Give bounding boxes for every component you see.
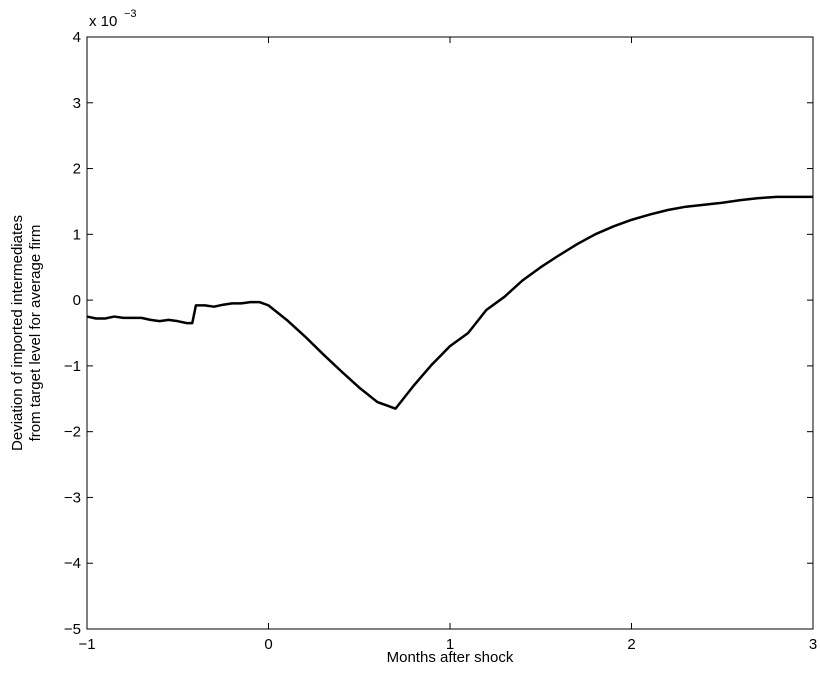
y-tick-label: −5 bbox=[64, 621, 81, 638]
y-axis-label-line: from target level for average firm bbox=[27, 225, 44, 442]
x-tick-label: −1 bbox=[78, 636, 95, 653]
y-tick-label: −4 bbox=[64, 555, 81, 572]
y-tick-label: 4 bbox=[73, 29, 81, 46]
x-tick-label: 2 bbox=[627, 636, 635, 653]
x-tick-label: 0 bbox=[264, 636, 272, 653]
x-axis-label: Months after shock bbox=[387, 649, 514, 666]
y-tick-label: −1 bbox=[64, 358, 81, 375]
x-tick-label: 1 bbox=[446, 636, 454, 653]
y-multiplier: x 10 bbox=[89, 13, 117, 30]
y-tick-label: 3 bbox=[73, 95, 81, 112]
plot-frame bbox=[86, 36, 814, 630]
x-tick-label: 3 bbox=[809, 636, 817, 653]
line-series bbox=[86, 195, 813, 410]
y-multiplier-exponent: −3 bbox=[124, 8, 137, 20]
y-tick-label: −2 bbox=[64, 424, 81, 441]
y-tick-label: 1 bbox=[73, 226, 81, 243]
y-tick-label: 2 bbox=[73, 161, 81, 178]
y-axis-label: Deviation of imported intermediates from… bbox=[9, 215, 44, 451]
y-tick-label: −3 bbox=[64, 489, 81, 506]
y-axis-label-line: Deviation of imported intermediates bbox=[9, 215, 26, 451]
y-tick-label: 0 bbox=[73, 292, 81, 309]
